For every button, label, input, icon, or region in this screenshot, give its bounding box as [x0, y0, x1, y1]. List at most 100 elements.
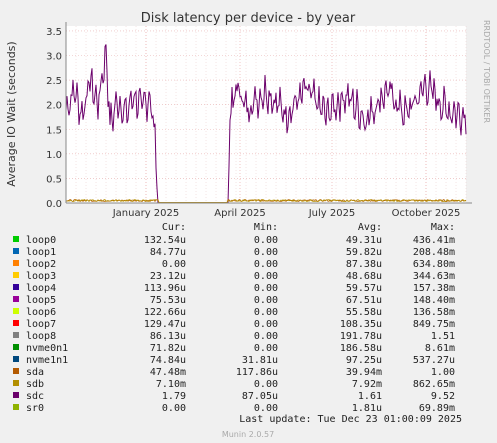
legend-swatch — [13, 248, 19, 254]
legend-value: 59.57u — [346, 283, 382, 294]
x-tick-label: October 2025 — [392, 208, 461, 219]
y-tick-label: 2.5 — [46, 76, 62, 87]
legend-value: 55.58u — [346, 307, 382, 318]
legend-value: 0.00 — [254, 283, 278, 294]
legend-name: loop3 — [26, 271, 56, 282]
legend-value: 436.41m — [413, 235, 455, 246]
munin-version: Munin 2.0.57 — [222, 430, 274, 439]
legend-value: 84.77u — [150, 247, 186, 258]
legend-value: 1.61 — [358, 391, 382, 402]
legend-swatch — [13, 272, 19, 278]
legend-value: 0.00 — [254, 343, 278, 354]
legend-value: 634.80m — [413, 259, 455, 270]
legend-swatch — [13, 284, 19, 290]
legend-value: 148.40m — [413, 295, 455, 306]
legend-value: 1.81u — [352, 403, 382, 414]
legend-swatch — [13, 308, 19, 314]
legend-value: 1.00 — [431, 367, 455, 378]
legend-name: loop5 — [26, 295, 56, 306]
legend-value: 39.94m — [346, 367, 382, 378]
legend-swatch — [13, 260, 19, 266]
axes: 0.0 0.5 1.0 1.5 2.0 2.5 3.0 3.5 January 2025 Apri… — [46, 22, 472, 219]
legend-value: 0.00 — [254, 319, 278, 330]
legend-name: sr0 — [26, 403, 44, 414]
legend-name: sdc — [26, 391, 44, 402]
legend-value: 48.68u — [346, 271, 382, 282]
y-tick-label: 0.0 — [46, 199, 62, 210]
legend-value: 0.00 — [254, 331, 278, 342]
legend-value: 8.61m — [425, 343, 455, 354]
legend-value: 0.00 — [254, 271, 278, 282]
legend-swatch — [13, 392, 19, 398]
legend-header: Avg: — [358, 222, 382, 233]
legend-value: 132.54u — [144, 235, 186, 246]
legend-value: 75.53u — [150, 295, 186, 306]
legend-value: 122.66u — [144, 307, 186, 318]
legend-name: sda — [26, 367, 44, 378]
legend-value: 0.00 — [254, 235, 278, 246]
legend-header: Cur: — [162, 222, 186, 233]
legend-swatch — [13, 296, 19, 302]
legend-value: 0.00 — [162, 403, 186, 414]
legend-value: 23.12u — [150, 271, 186, 282]
last-update: Last update: Tue Dec 23 01:00:09 2025 — [239, 414, 462, 425]
legend-value: 74.84u — [150, 355, 186, 366]
legend-value: 0.00 — [254, 379, 278, 390]
legend-swatch — [13, 236, 19, 242]
legend-name: nvme0n1 — [26, 343, 68, 354]
y-tick-label: 3.0 — [46, 52, 62, 63]
legend-name: loop6 — [26, 307, 56, 318]
legend-name: loop2 — [26, 259, 56, 270]
y-axis-label: Average IO Wait (seconds) — [5, 41, 18, 186]
y-tick-label: 1.5 — [46, 125, 62, 136]
legend-value: 86.13u — [150, 331, 186, 342]
legend-swatch — [13, 356, 19, 362]
x-tick-label: July 2025 — [308, 208, 356, 219]
legend-value: 537.27u — [413, 355, 455, 366]
chart-title: Disk latency per device - by year — [141, 11, 356, 26]
legend-swatch — [13, 320, 19, 326]
x-tick-label: April 2025 — [214, 208, 265, 219]
legend-value: 1.79 — [162, 391, 186, 402]
legend-value: 71.82u — [150, 343, 186, 354]
legend-value: 344.63m — [413, 271, 455, 282]
legend-swatch — [13, 368, 19, 374]
legend-name: loop8 — [26, 331, 56, 342]
legend-value: 47.48m — [150, 367, 186, 378]
legend-value: 191.78u — [340, 331, 382, 342]
legend-value: 1.51 — [431, 331, 455, 342]
legend-name: sdb — [26, 379, 44, 390]
legend-value: 117.86u — [236, 367, 278, 378]
legend-swatch — [13, 404, 19, 410]
series-sdc — [65, 44, 467, 204]
legend-name: loop0 — [26, 235, 56, 246]
legend-value: 849.75m — [413, 319, 455, 330]
legend-value: 113.96u — [144, 283, 186, 294]
legend-value: 87.38u — [346, 259, 382, 270]
y-tick-label: 0.5 — [46, 174, 62, 185]
y-tick-label: 2.0 — [46, 101, 62, 112]
legend-value: 129.47u — [144, 319, 186, 330]
legend-value: 157.38m — [413, 283, 455, 294]
legend-value: 49.31u — [346, 235, 382, 246]
legend-swatch — [13, 332, 19, 338]
legend-swatch — [13, 344, 19, 350]
legend-name: nvme1n1 — [26, 355, 68, 366]
legend-value: 0.00 — [254, 403, 278, 414]
legend-value: 136.58m — [413, 307, 455, 318]
legend-value: 186.58u — [340, 343, 382, 354]
legend-value: 0.00 — [162, 259, 186, 270]
legend-header: Max: — [431, 222, 455, 233]
legend-name: loop1 — [26, 247, 56, 258]
legend-value: 208.48m — [413, 247, 455, 258]
rrdtool-credit: RRDTOOL / TOBI OETIKER — [482, 20, 491, 123]
legend-value: 0.00 — [254, 259, 278, 270]
legend-value: 67.51u — [346, 295, 382, 306]
legend-value: 862.65m — [413, 379, 455, 390]
legend-value: 31.81u — [242, 355, 278, 366]
legend-value: 0.00 — [254, 307, 278, 318]
legend-table: Cur: Min: Avg: Max: loop0 132.54u 0.00 49.31u 43… — [13, 222, 455, 414]
legend-value: 7.10m — [156, 379, 186, 390]
